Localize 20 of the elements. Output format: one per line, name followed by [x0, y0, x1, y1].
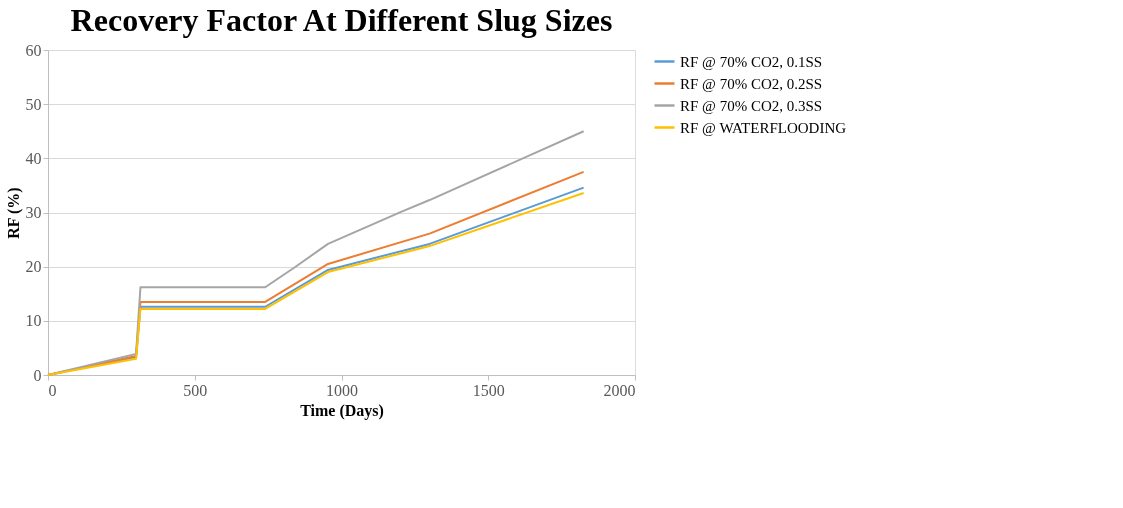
- legend-label: RF @ WATERFLOODING: [680, 119, 847, 136]
- legend-label: RF @ 70% CO2, 0.3SS: [680, 97, 823, 114]
- x-tick-label: 2000: [603, 381, 636, 399]
- x-tick-label: 1000: [326, 381, 358, 399]
- y-tick-label: 20: [25, 258, 42, 276]
- y-tick-label: 60: [25, 41, 42, 59]
- y-tick-label: 40: [25, 149, 42, 167]
- line-series: [47, 130, 585, 376]
- y-tick-label: 10: [25, 312, 42, 330]
- x-tick-label: 0: [48, 381, 57, 399]
- y-tick-label: 30: [25, 204, 42, 221]
- x-tick-label: 500: [183, 381, 208, 399]
- x-axis-title: Time (Days): [300, 401, 384, 420]
- x-tick-label: 1500: [472, 381, 505, 399]
- y-tick-label: 0: [33, 366, 42, 384]
- y-tick-label: 50: [25, 95, 42, 113]
- legend-label: RF @ 70% CO2, 0.1SS: [680, 53, 823, 70]
- legend-label: RF @ 70% CO2, 0.2SS: [680, 75, 823, 92]
- chart-title: Recovery Factor At Different Slug Sizes: [70, 2, 613, 38]
- y-axis-title: RF (%): [4, 187, 23, 239]
